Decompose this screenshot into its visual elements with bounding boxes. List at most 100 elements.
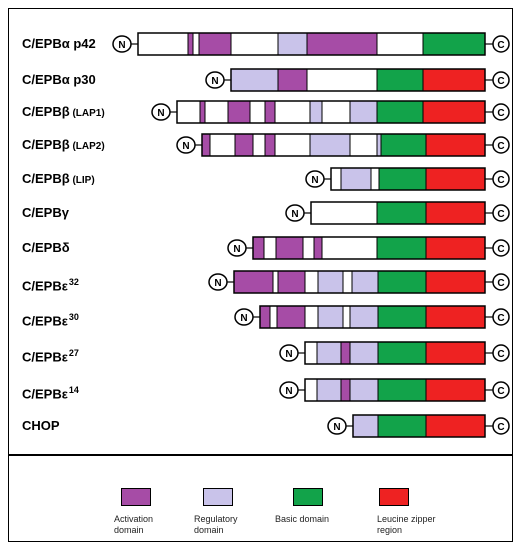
activation-domain-segment — [187, 32, 194, 56]
unstructured-segment — [230, 32, 279, 56]
protein-name: C/EPBβ — [22, 137, 70, 152]
protein-label: C/EPBε32 — [22, 274, 79, 294]
unstructured-segment — [302, 236, 315, 260]
basic-domain-segment — [376, 68, 424, 92]
unstructured-segment — [274, 133, 311, 157]
protein-name: C/EPBε — [22, 313, 68, 329]
unstructured-segment — [269, 305, 278, 329]
legend-label-leucine: Leucine zipper region — [377, 514, 436, 535]
n-terminus-marker — [176, 136, 196, 154]
unstructured-segment — [192, 32, 200, 56]
c-terminus-marker — [492, 71, 510, 89]
protein-name: C/EPBα — [22, 36, 70, 51]
n-terminus-label: N — [233, 244, 240, 255]
leucine-domain-segment — [425, 414, 486, 438]
unstructured-segment — [176, 100, 201, 124]
regulatory-domain-segment — [349, 378, 379, 402]
n-terminus-marker — [112, 35, 132, 53]
regulatory-domain-segment — [309, 100, 323, 124]
activation-domain-segment — [198, 32, 232, 56]
protein-name: C/EPBε — [22, 278, 68, 294]
protein-label: C/EPBα p42 — [22, 36, 96, 52]
protein-name: C/EPBβ — [22, 171, 70, 186]
activation-domain-segment — [276, 305, 306, 329]
protein-label: CHOP — [22, 418, 60, 434]
c-terminus-label: C — [497, 40, 504, 51]
regulatory-domain-segment — [317, 270, 344, 294]
unstructured-segment — [310, 201, 378, 225]
unstructured-segment — [274, 100, 311, 124]
unstructured-segment — [306, 68, 378, 92]
basic-domain-segment — [377, 270, 427, 294]
isoform-suffix: (LIP) — [69, 175, 95, 186]
activation-domain-segment — [252, 236, 265, 260]
regulatory-domain-segment — [316, 378, 342, 402]
c-terminus-label: C — [497, 108, 504, 119]
unstructured-segment — [304, 341, 318, 365]
unstructured-segment — [342, 305, 351, 329]
protein-label: C/EPBδ — [22, 240, 70, 256]
n-terminus-label: N — [285, 386, 292, 397]
leucine-domain-segment — [425, 305, 486, 329]
c-terminus-label: C — [497, 76, 504, 87]
isoform-superscript: 27 — [68, 348, 79, 358]
basic-domain-segment — [377, 378, 427, 402]
isoform-suffix: (LAP2) — [69, 141, 105, 152]
regulatory-domain-segment — [352, 414, 379, 438]
legend-swatch-basic — [293, 488, 323, 506]
n-terminus-marker — [279, 381, 299, 399]
activation-domain-segment — [306, 32, 378, 56]
unstructured-segment — [330, 167, 342, 191]
protein-label: C/EPBε30 — [22, 309, 79, 329]
c-terminus-label: C — [497, 386, 504, 397]
protein-name: C/EPBβ — [22, 104, 70, 119]
protein-name: C/EPBγ — [22, 205, 69, 220]
unstructured-segment — [204, 100, 229, 124]
unstructured-segment — [342, 270, 353, 294]
activation-domain-segment — [340, 378, 351, 402]
unstructured-segment — [376, 32, 424, 56]
unstructured-segment — [321, 100, 351, 124]
regulatory-domain-segment — [349, 100, 378, 124]
n-terminus-label: N — [182, 141, 189, 152]
c-terminus-marker — [492, 308, 510, 326]
basic-domain-segment — [380, 133, 427, 157]
leucine-domain-segment — [422, 100, 486, 124]
protein-name: C/EPBα — [22, 72, 70, 87]
basic-domain-segment — [376, 236, 427, 260]
c-terminus-label: C — [497, 422, 504, 433]
isoform-superscript: 14 — [68, 385, 79, 395]
regulatory-domain-segment — [340, 167, 372, 191]
n-terminus-marker — [151, 103, 171, 121]
protein-name: C/EPBε — [22, 386, 68, 402]
isoform-superscript: 30 — [68, 312, 79, 322]
activation-domain-segment — [233, 270, 274, 294]
c-terminus-marker — [492, 273, 510, 291]
n-terminus-marker — [327, 417, 347, 435]
isoform-suffix: p30 — [69, 72, 96, 87]
regulatory-domain-segment — [277, 32, 308, 56]
n-terminus-label: N — [333, 422, 340, 433]
c-terminus-marker — [492, 136, 510, 154]
legend-swatch-leucine — [379, 488, 409, 506]
protein-label: C/EPBβ (LAP1) — [22, 104, 105, 122]
n-terminus-label: N — [211, 76, 218, 87]
isoform-suffix: p42 — [69, 36, 96, 51]
c-terminus-label: C — [497, 313, 504, 324]
legend-label-activation: Activation domain — [114, 514, 154, 535]
c-terminus-marker — [492, 35, 510, 53]
c-terminus-label: C — [497, 349, 504, 360]
leucine-domain-segment — [422, 68, 486, 92]
unstructured-segment — [137, 32, 189, 56]
leucine-domain-segment — [425, 236, 486, 260]
activation-domain-segment — [227, 100, 251, 124]
unstructured-segment — [263, 236, 277, 260]
activation-domain-segment — [340, 341, 351, 365]
c-terminus-marker — [492, 344, 510, 362]
basic-domain-segment — [377, 414, 427, 438]
c-terminus-label: C — [497, 278, 504, 289]
activation-domain-segment — [201, 133, 211, 157]
unstructured-segment — [249, 100, 266, 124]
protein-name: C/EPBε — [22, 349, 68, 365]
leucine-domain-segment — [425, 201, 486, 225]
